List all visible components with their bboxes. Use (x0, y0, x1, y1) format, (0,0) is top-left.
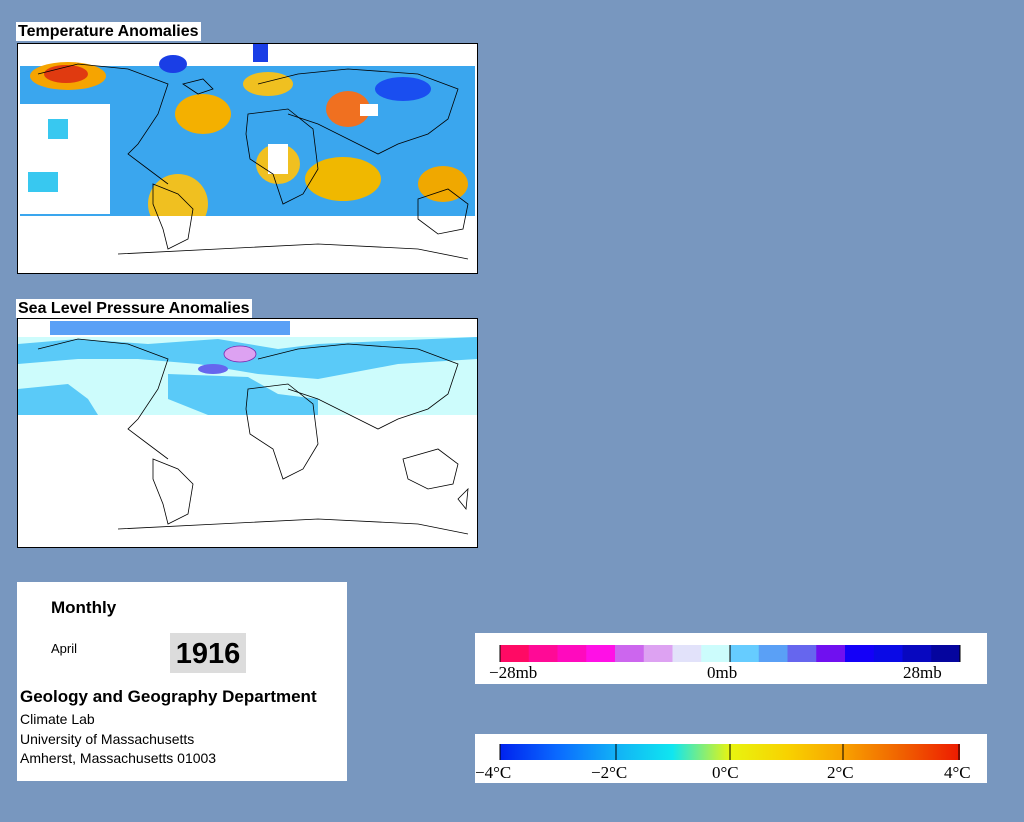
address-line: Amherst, Massachusetts 01003 (20, 750, 217, 766)
pressure-color-swatch (615, 645, 645, 662)
temperature-legend-label-neg2: −2°C (591, 763, 627, 782)
lab-name: Climate Lab (20, 711, 95, 727)
pressure-color-swatch (787, 645, 817, 662)
pressure-color-swatch (902, 645, 932, 662)
pressure-color-swatch (816, 645, 846, 662)
year-label: 1916 (170, 633, 246, 673)
pressure-color-swatch (845, 645, 875, 662)
coastline-outlines (37, 63, 469, 260)
university-name: University of Massachusetts (20, 731, 195, 747)
pressure-legend-label-max: 28mb (903, 663, 942, 682)
period-label: Monthly (51, 598, 117, 617)
pressure-anomalies-title: Sea Level Pressure Anomalies (16, 299, 252, 318)
pressure-color-swatch (643, 645, 673, 662)
pressure-color-swatch (873, 645, 903, 662)
coastline-outlines (37, 338, 469, 535)
pressure-legend: −28mb 0mb 28mb (475, 633, 987, 684)
pressure-color-swatch (672, 645, 702, 662)
pressure-color-swatch (701, 645, 731, 662)
pressure-color-swatch (758, 645, 788, 662)
temperature-legend-label-neg4: −4°C (475, 763, 511, 782)
pressure-color-swatch (730, 645, 760, 662)
temperature-legend-label-pos2: 2°C (827, 763, 854, 782)
pressure-color-swatch (586, 645, 616, 662)
pressure-color-bar (499, 645, 961, 662)
pressure-anomaly-field (18, 321, 477, 547)
temperature-anomaly-map (17, 43, 478, 274)
month-label: April (51, 641, 78, 656)
temperature-legend: −4°C −2°C 0°C 2°C 4°C (475, 734, 987, 783)
temperature-anomaly-field (18, 44, 477, 273)
info-panel: Monthly April 1916 Geology and Geography… (17, 582, 347, 781)
pressure-legend-label-min: −28mb (489, 663, 537, 682)
temperature-legend-label-pos4: 4°C (944, 763, 971, 782)
pressure-legend-label-zero: 0mb (707, 663, 737, 682)
pressure-anomaly-map (17, 318, 478, 548)
temperature-anomalies-title: Temperature Anomalies (16, 22, 201, 41)
pressure-color-swatch (528, 645, 558, 662)
pressure-color-swatch (557, 645, 587, 662)
pressure-color-swatch (500, 645, 530, 662)
department-name: Geology and Geography Department (20, 687, 317, 706)
temperature-legend-label-zero: 0°C (712, 763, 739, 782)
pressure-color-swatch (931, 645, 961, 662)
